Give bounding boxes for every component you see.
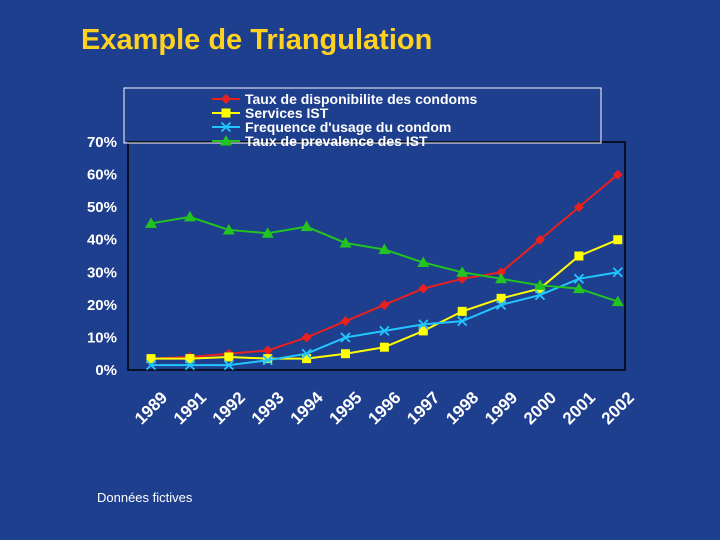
data-point [457,306,467,316]
data-point [263,354,273,364]
data-point [456,266,469,277]
data-point [379,299,390,310]
legend-label: Services IST [245,105,329,121]
data-point [495,272,508,284]
data-point [378,243,391,254]
data-point [145,359,157,371]
data-point [221,94,231,104]
x-tick-label: 1995 [326,388,366,428]
y-tick-label: 10% [87,329,117,346]
legend-label: Taux de prevalence des IST [245,133,428,149]
x-tick-label: 1998 [442,388,482,428]
data-point [221,108,231,118]
data-point [379,342,389,352]
data-point [496,267,507,278]
data-point [145,217,157,228]
data-point [339,236,352,248]
data-point [417,256,430,268]
y-tick-label: 70% [87,134,117,151]
data-point [418,283,429,294]
data-point [223,359,234,371]
slide-title: Example de Triangulation [81,24,433,56]
data-point [262,355,273,366]
x-tick-label: 1992 [209,388,249,428]
footnote: Données fictives [97,490,193,505]
x-tick-label: 1994 [287,388,328,429]
legend-entry: Taux de disponibilite des condoms [212,91,478,107]
data-point [534,279,546,290]
x-tick-label: 1991 [170,388,210,428]
data-point [302,354,312,364]
data-point [573,273,585,284]
series-x [145,267,623,371]
data-point [612,169,623,180]
legend-entry: Frequence d'usage du condom [212,119,451,135]
series-line [150,215,619,303]
data-point [379,325,390,337]
data-point [300,220,313,232]
x-tick-label: 1993 [248,388,288,428]
data-point [573,202,584,213]
data-point [183,210,196,222]
legend-entry: Services IST [212,105,329,121]
data-point [572,282,585,294]
data-point [224,352,234,362]
data-point [301,332,312,343]
data-point [340,332,351,343]
y-tick-label: 30% [87,264,117,281]
data-point [612,267,623,278]
data-point [262,345,273,356]
data-point [301,348,312,359]
data-point [534,289,546,301]
data-point [535,234,545,245]
data-point [341,349,350,359]
data-point [418,326,428,336]
y-axis-ticks: 0% 10% 20% 30% 40% 50% 60% 70% [87,134,117,379]
legend-label: Taux de disponibilite des condoms [245,91,478,107]
data-point [261,227,274,238]
data-point [418,319,429,330]
data-point [220,135,232,146]
data-point [184,359,196,371]
data-point [495,299,507,310]
data-point [613,235,623,245]
plot-area [127,141,626,371]
series-line [151,238,619,360]
data-point [611,295,624,307]
legend-label: Frequence d'usage du condom [245,119,451,135]
x-tick-label: 1996 [364,388,404,428]
plot-border [127,141,626,371]
x-tick-label: 1997 [403,388,443,428]
x-tick-label: 2001 [559,388,599,428]
series-diamond [146,169,623,364]
data-point [220,121,232,133]
y-tick-label: 60% [87,167,117,184]
series-layer [145,169,624,371]
y-tick-label: 0% [95,362,117,379]
x-tick-label: 1989 [131,388,171,428]
data-point [146,354,156,364]
data-point [222,223,235,235]
legend-box [123,87,602,144]
data-point [340,316,351,327]
x-tick-label: 1999 [481,388,521,428]
data-point [574,251,584,261]
y-tick-label: 40% [87,232,117,249]
series-triangle [145,210,624,307]
y-tick-label: 50% [87,199,117,216]
data-point [496,293,506,303]
legend-entry: Taux de prevalence des IST [212,133,428,149]
x-axis-ticks: 1989199119921993199419951996199719981999… [131,388,638,429]
x-tick-label: 2000 [520,388,560,428]
x-tick-label: 2002 [598,388,638,428]
data-point [457,316,468,327]
y-tick-label: 20% [87,297,117,314]
data-point [185,354,195,364]
series-square [146,235,623,364]
legend: Taux de disponibilite des condomsService… [123,87,602,149]
